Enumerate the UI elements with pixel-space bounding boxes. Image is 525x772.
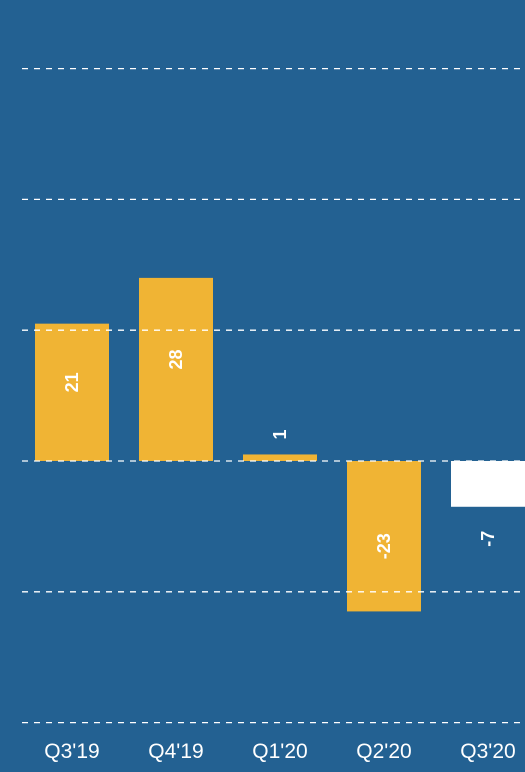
value-label-Q3'19: 21 <box>62 372 82 392</box>
bar-Q1'20 <box>243 454 317 461</box>
x-tick-label: Q1'20 <box>252 740 307 763</box>
x-tick-label: Q4'19 <box>148 740 203 763</box>
bar-Q4'19 <box>139 277 213 461</box>
bar-layer <box>35 277 525 612</box>
x-axis-ticks: Q3'19 Q4'19 Q1'20 Q2'20 Q3'20 <box>44 740 515 763</box>
bar-Q3'19 <box>35 323 109 461</box>
value-label-Q2'20: -23 <box>374 533 394 559</box>
value-label-Q4'19: 28 <box>166 349 186 369</box>
label-layer: 21 28 1 -23 -7 <box>62 349 498 559</box>
bar-Q2'20 <box>347 461 421 612</box>
bar-Q3'20 <box>451 461 525 507</box>
x-tick-label: Q2'20 <box>356 740 411 763</box>
value-label-Q1'20: 1 <box>270 429 290 439</box>
x-tick-label: Q3'19 <box>44 740 99 763</box>
x-tick-label: Q3'20 <box>460 740 515 763</box>
value-label-Q3'20: -7 <box>478 531 498 547</box>
